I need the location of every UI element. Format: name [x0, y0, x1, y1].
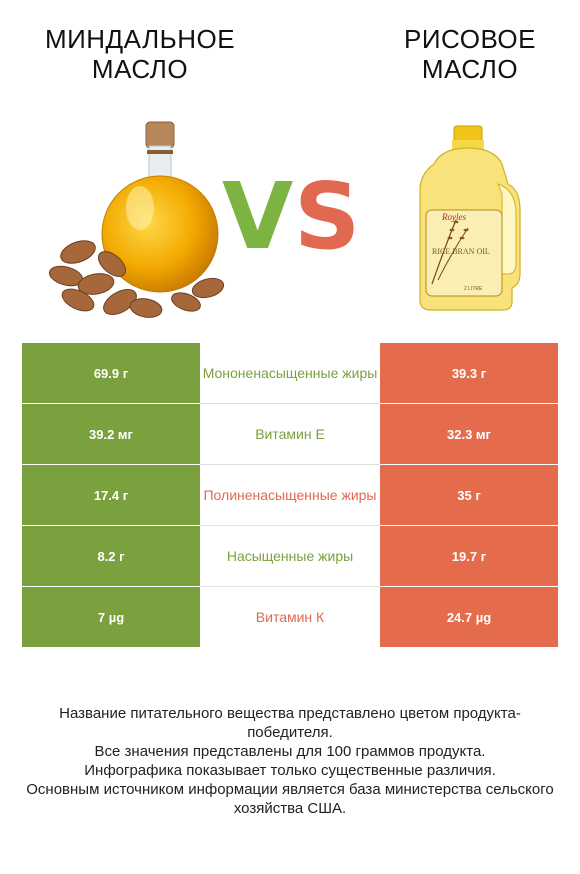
nutrient-name: Витамин E [200, 403, 380, 465]
comparison-row: 8.2 г Насыщенные жиры 19.7 г [22, 525, 558, 587]
footer-line: Инфографика показывает только существенн… [84, 762, 496, 779]
left-value: 7 µg [22, 586, 200, 648]
left-product-title: Миндальное масло [44, 24, 236, 84]
comparison-row: 69.9 г Мононенасыщенные жиры 39.3 г [22, 343, 558, 404]
vs-letter-s: S [294, 163, 361, 270]
rice-bran-oil-image: Royles RICE BRAN OIL 2 LITRE [419, 125, 521, 311]
nutrient-name: Витамин К [200, 586, 380, 648]
left-value: 69.9 г [22, 343, 200, 404]
left-value: 8.2 г [22, 525, 200, 587]
footer-line: Название питательного вещества представл… [59, 705, 521, 741]
nutrient-name: Полиненасыщенные жиры [200, 464, 380, 526]
nutrient-name: Мононенасыщенные жиры [200, 343, 380, 404]
left-value: 17.4 г [22, 464, 200, 526]
comparison-row: 39.2 мг Витамин E 32.3 мг [22, 403, 558, 465]
right-value: 39.3 г [380, 343, 558, 404]
footer-line: Основным источником информации является … [26, 781, 554, 817]
right-label-brand: Royles [441, 212, 466, 222]
right-value: 32.3 мг [380, 403, 558, 465]
right-product-title: Рисовое масло [403, 24, 536, 84]
right-value: 19.7 г [380, 525, 558, 587]
right-label-text: RICE BRAN OIL [432, 247, 490, 256]
left-value: 39.2 мг [22, 403, 200, 465]
right-label-volume: 2 LITRE [464, 286, 483, 292]
right-value: 24.7 µg [380, 586, 558, 648]
vs-letter-v: V [222, 163, 294, 270]
footer-line: Все значения представлены для 100 граммо… [94, 743, 486, 760]
almond-oil-image [48, 121, 225, 318]
comparison-table: 69.9 г Мононенасыщенные жиры 39.3 г 39.2 мг… [22, 343, 558, 648]
right-value: 35 г [380, 464, 558, 526]
comparison-row: 17.4 г Полиненасыщенные жиры 35 г [22, 464, 558, 526]
nutrient-name: Насыщенные жиры [200, 525, 380, 587]
footer-notes: Название питательного вещества представл… [20, 704, 560, 818]
comparison-row: 7 µg Витамин К 24.7 µg [22, 586, 558, 648]
